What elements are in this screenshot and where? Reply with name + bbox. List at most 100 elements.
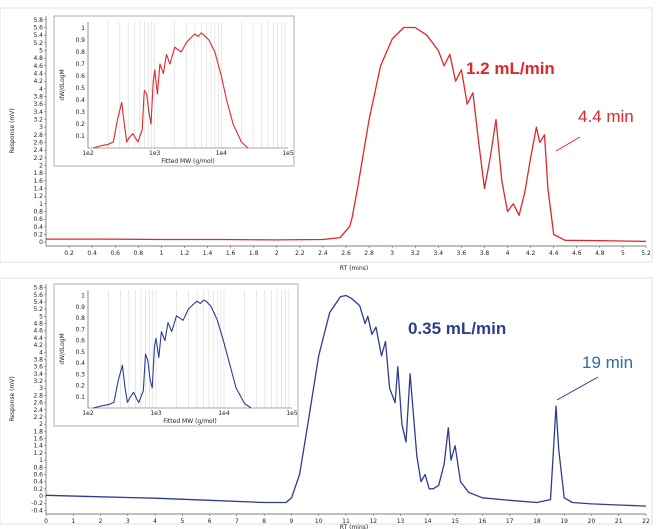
y-tick-label: 1.4 [33,443,43,450]
x-tick-label: 4.4 [549,250,559,257]
x-tick-label: 10 [315,518,323,525]
x-tick-label: 12 [369,518,377,525]
inset-y-tick-label: 0.1 [75,133,85,140]
y-tick-label: 4.4 [33,335,43,342]
inset-y-tick-label: 0.5 [75,349,85,356]
y-tick-label: 4 [39,349,43,356]
y-tick-label: 3.4 [33,109,43,116]
x-tick-label: 2.8 [364,250,374,257]
y-tick-label: 1.2 [33,450,43,457]
inset-x-tick-label: 1e4 [216,150,228,157]
y-tick-label: 0.4 [33,224,43,231]
inset-x-axis-title: Fitted MW (g/mol) [163,418,217,425]
x-tick-label: 2 [275,250,279,257]
inset-y-tick-label: 0.6 [75,338,85,345]
x-tick-label: 5.2 [641,250,651,257]
y-tick-label: 5.2 [33,306,43,313]
y-tick-label: 4.8 [33,55,43,62]
inset-y-axis-title: dW/dLogM [59,69,66,100]
y-tick-label: 1.8 [33,170,43,177]
x-tick-label: 1.4 [203,250,213,257]
y-tick-label: 3 [39,124,43,131]
x-tick-label: 6 [208,518,212,525]
x-tick-label: 7 [235,518,239,525]
y-tick-label: 3 [39,385,43,392]
y-tick-label: 4.6 [33,63,43,70]
panel-bottom: -0.4-0.200.20.40.60.811.21.41.61.822.22.… [0,277,653,529]
elution-time-leader [555,136,581,152]
y-tick-label: 5.4 [33,299,43,306]
y-tick-label: 2.6 [33,140,43,147]
x-tick-label: 14 [424,518,432,525]
inset-y-tick-label: 0.2 [75,121,85,128]
inset-series-line [93,299,252,409]
x-tick-label: 3 [390,250,394,257]
x-tick-label: 4 [153,518,157,525]
series-line [46,26,647,243]
y-tick-label: 5.6 [33,25,43,32]
x-tick-label: 3.4 [434,250,444,257]
inset-y-tick-label: 0.7 [75,61,85,68]
y-tick-label: 0.6 [33,471,43,478]
inset-y-tick-label: 0.3 [75,371,85,378]
x-tick-label: 18 [533,518,541,525]
elution-time-label: 19 min [582,353,633,372]
x-tick-label: 2.6 [341,250,351,257]
inset-x-tick-label: 1e2 [82,150,94,157]
mw-distribution-inset: 0.1 0.2 0.3 0.4 0.5 0.6 0.7 0.8 0.9 1 1e2 1e3 1e4 1e5… [53,15,295,167]
y-tick-label: 4.2 [33,342,43,349]
y-tick-label: 4.8 [33,321,43,328]
x-tick-label: 19 [560,518,568,525]
y-tick-label: 3.8 [33,356,43,363]
inset-y-tick-label: 0.8 [75,315,85,322]
inset-y-tick-label: 0.5 [75,85,85,92]
mw-distribution-inset: 0.1 0.2 0.3 0.4 0.5 0.6 0.7 0.8 0.9 1 1e2 1e3 1e4 1e5… [53,283,299,427]
x-tick-label: 9 [290,518,294,525]
inset-y-tick-label: 0.1 [75,394,85,401]
y-tick-label: 0 [39,239,43,246]
inset-y-tick-label: 0.2 [75,383,85,390]
y-tick-label: 2.6 [33,400,43,407]
x-tick-label: 1.2 [180,250,190,257]
inset-y-tick-label: 1 [81,293,85,300]
y-tick-label: 2 [39,421,43,428]
x-tick-label: 17 [506,518,514,525]
x-tick-label: 21 [615,518,623,525]
inset-x-tick-label: 1e5 [286,410,298,417]
x-axis-title: RT (mins) [340,265,368,272]
x-tick-label: 4.8 [595,250,605,257]
inset-x-axis-title: Fitted MW (g/mol) [161,158,215,165]
x-tick-label: 1.8 [249,250,259,257]
x-tick-label: 20 [588,518,596,525]
y-tick-label: 1.4 [33,186,43,193]
x-tick-label: 5 [180,518,184,525]
y-tick-label: 4.4 [33,71,43,78]
elution-time-leader [556,376,599,401]
y-axis-title: Response (mV) [9,376,16,421]
y-tick-label: 2.4 [33,407,43,414]
y-tick-label: 5 [39,48,43,55]
x-tick-label: 8 [262,518,266,525]
x-tick-label: 1 [159,250,163,257]
y-tick-label: 3.6 [33,101,43,108]
inset-y-tick-label: 0.7 [75,326,85,333]
inset-y-tick-label: 1 [81,25,85,32]
y-tick-label: 5.4 [33,32,43,39]
x-tick-label: 15 [451,518,459,525]
x-tick-label: 1.6 [226,250,236,257]
inset-y-tick-label: 0.9 [75,37,85,44]
y-tick-label: 1.6 [33,178,43,185]
x-tick-label: 0.8 [134,250,144,257]
y-tick-label: 0.8 [33,209,43,216]
inset-x-tick-label: 1e4 [218,410,230,417]
x-tick-label: 3 [126,518,130,525]
flow-rate-label: 0.35 mL/min [408,319,506,338]
y-tick-label: 1 [39,457,43,464]
elution-time-label: 4.4 min [578,107,634,126]
y-tick-label: 4.2 [33,78,43,85]
x-tick-label: 16 [479,518,487,525]
y-tick-label: 5.8 [33,285,43,292]
x-axis-title: RT (mins) [340,524,368,529]
y-tick-label: 1.8 [33,428,43,435]
inset-series-line [93,32,249,149]
